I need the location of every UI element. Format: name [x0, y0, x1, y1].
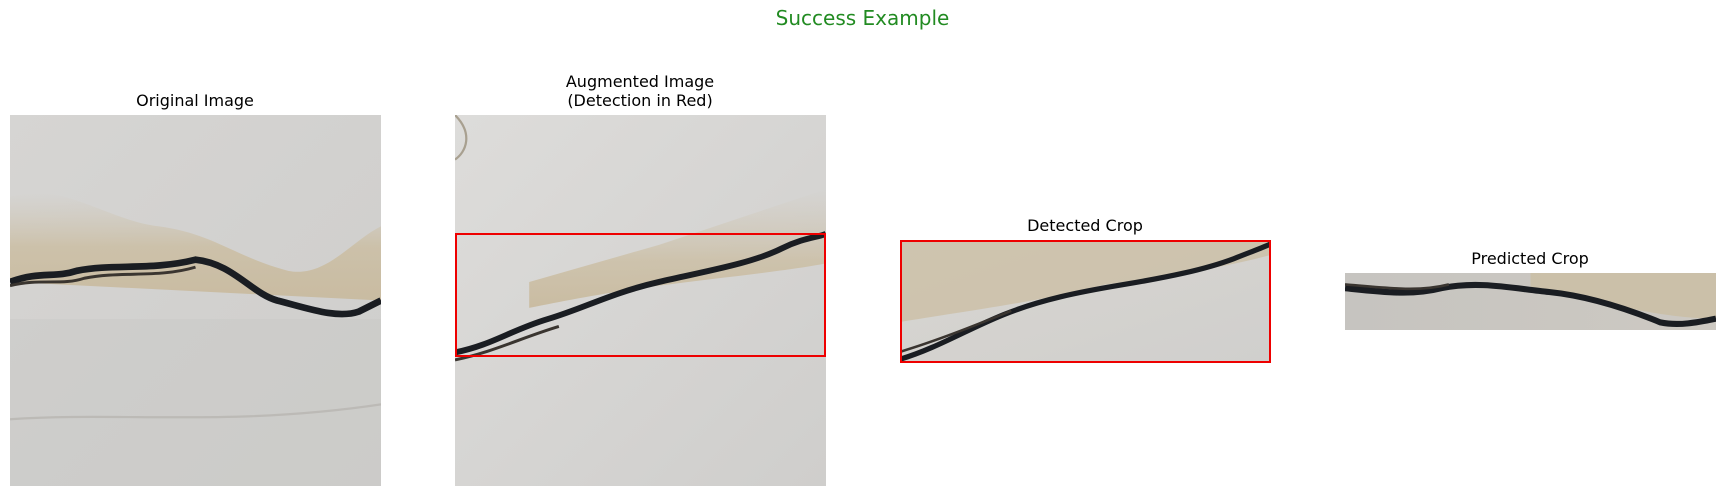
detected-crop-image: [900, 240, 1271, 363]
original-image: [10, 115, 381, 486]
panel-title-detected: Detected Crop: [1027, 216, 1143, 235]
panel-title-original: Original Image: [136, 91, 254, 110]
predicted-crop-image: [1345, 273, 1716, 330]
detected-crop-border: [900, 240, 1271, 363]
detection-box: [455, 233, 826, 357]
augmented-image: [455, 115, 826, 486]
panel-title-augmented: Augmented Image (Detection in Red): [565, 72, 715, 110]
figure-title: Success Example: [775, 6, 950, 30]
panel-title-predicted: Predicted Crop: [1471, 249, 1589, 268]
